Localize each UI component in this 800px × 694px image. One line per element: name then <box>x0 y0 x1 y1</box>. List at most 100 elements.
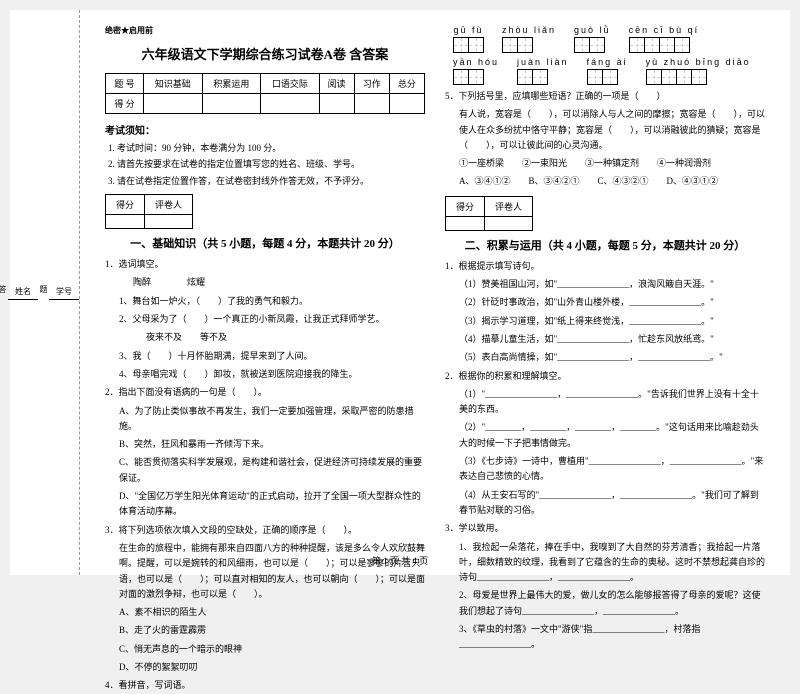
right-column: gū fù zhòu liǎn guò lǜ cēn cī bù qí yān hóu j… <box>435 25 775 550</box>
char-box[interactable] <box>468 37 484 53</box>
q5-opts: ①一座桥梁 ②一束阳光 ③一种镇定剂 ④一种润滑剂 <box>445 156 765 171</box>
s2q2-line: （3）《七步诗》一诗中，曹植用"________________，_______… <box>445 454 765 485</box>
pinyin-label: yù zhuó bīng diāo <box>646 57 751 67</box>
char-box[interactable] <box>468 69 484 85</box>
q3-text: 在生命的旅程中，能拥有那来自四面八方的种种提醒，该是多么令人欢欣鼓舞啊。提醒，可… <box>105 541 425 602</box>
page-footer: 第 1 页 共 4 页 <box>10 554 790 567</box>
eval-table: 得分评卷人 <box>445 196 533 231</box>
content-area: 绝密★启用前 六年级语文下学期综合练习试卷A卷 含答案 题 号 知识基础 积累运… <box>80 10 790 575</box>
s2q1-line: （2）针砭时事政治，如"山外青山楼外楼，________________。" <box>445 295 765 310</box>
q5-choices: A、③④①② B、③④②① C、④③②① D、④③①② <box>445 174 765 189</box>
char-box-group[interactable] <box>453 37 484 53</box>
s2q3-line: 2、母爱是世界上最伟大的爱，做儿女的怎么能够报答得了母亲的爱呢？这使我们想起了诗… <box>445 588 765 619</box>
score-header: 积累运用 <box>202 74 261 94</box>
s2q2-label: 2．根据你的积累和理解填空。 <box>445 369 765 384</box>
char-box[interactable] <box>574 37 590 53</box>
q5-text: 有人说，宽容是（ ），可以消除人与人之间的摩擦；宽容是（ ），可以使人在众多纷扰… <box>445 107 765 153</box>
q2-opt: A、为了防止类似事故不再发生，我们一定要加强管理，采取严密的防患措施。 <box>105 404 425 435</box>
char-box[interactable] <box>674 37 690 53</box>
notice-title: 考试须知： <box>105 122 425 137</box>
notice-list: 考试时间：90 分钟，本卷满分为 100 分。 请首先按要求在试卷的指定位置填写… <box>105 141 425 188</box>
seal-label: 题 <box>38 285 49 301</box>
q3-label: 3．将下列选项依次填入文段的空缺处，正确的顺序是（ ）。 <box>105 523 425 538</box>
pinyin-label: cēn cī bù qí <box>629 25 700 35</box>
q3-opt: B、走了火的雷霆霹雳 <box>105 623 425 638</box>
char-box-group[interactable] <box>574 37 611 53</box>
notice-item: 请首先按要求在试卷的指定位置填写您的姓名、班级、学号。 <box>117 157 425 171</box>
s2q1-line: （4）描摹儿童生活，如"________________，忙趁东风放纸鸢。" <box>445 332 765 347</box>
secret-label: 绝密★启用前 <box>105 25 425 36</box>
char-box[interactable] <box>644 37 660 53</box>
char-box[interactable] <box>602 69 618 85</box>
q2-label: 2．指出下面没有语病的一句是（ ）。 <box>105 385 425 400</box>
s2q3-label: 3．学以致用。 <box>445 521 765 536</box>
char-box[interactable] <box>646 69 662 85</box>
char-box-group[interactable] <box>587 69 628 85</box>
s2q1-line: （1）赞美祖国山河，如"________________，浪淘风簸自天涯。" <box>445 277 765 292</box>
pinyin-label: yān hóu <box>453 57 499 67</box>
q3-opt: C、悄无声息的一个暗示的眼神 <box>105 642 425 657</box>
seal-label: 答 <box>0 285 8 301</box>
q4-label: 4．看拼音，写词语。 <box>105 678 425 693</box>
q2-opt: D、"全国亿万学生阳光体育运动"的正式启动，拉开了全国一项大型群众性的体育活动序… <box>105 489 425 520</box>
char-box-group[interactable] <box>517 69 569 85</box>
char-box[interactable] <box>517 37 533 53</box>
s2q1-label: 1．根据提示填写诗句。 <box>445 259 765 274</box>
score-header: 阅读 <box>319 74 354 94</box>
char-box-group[interactable] <box>629 37 700 53</box>
s2q2-line: （2）"________，________，________，________。… <box>445 420 765 451</box>
q1-line: 夜来不及 等不及 <box>105 330 425 345</box>
pinyin-label: guò lǜ <box>574 25 611 35</box>
binding-field-name: 姓名 <box>8 286 38 300</box>
q1-line: 3、我（ ）十月怀胎期满，提早来到了人间。 <box>105 349 425 364</box>
char-box[interactable] <box>676 69 692 85</box>
binding-field-id: 学号 <box>49 286 79 300</box>
q1-line: 2、父母采为了（ ）一个真正的小新凤霞，让我正式拜师学艺。 <box>105 312 425 327</box>
score-header: 知识基础 <box>144 74 203 94</box>
q1-words: 陶醉 炫耀 <box>105 275 425 290</box>
notice-item: 考试时间：90 分钟，本卷满分为 100 分。 <box>117 141 425 155</box>
binding-margin: 学号 题 姓名 答 班级 内 学校 线 封 乡镇(街道) 密 <box>10 10 80 575</box>
score-header: 口语交际 <box>261 74 320 94</box>
q5-label: 5．下列括号里，应填哪些短语？正确的一项是（ ） <box>445 89 765 104</box>
q1-label: 1．选词填空。 <box>105 257 425 272</box>
s2q2-line: （1）"________________，________________。"告… <box>445 387 765 418</box>
q2-opt: B、突然，狂风和暴雨一齐倾泻下来。 <box>105 437 425 452</box>
eval-table: 得分评卷人 <box>105 194 193 229</box>
exam-title: 六年级语文下学期综合练习试卷A卷 含答案 <box>105 44 425 63</box>
char-box[interactable] <box>453 69 469 85</box>
char-box[interactable] <box>453 37 469 53</box>
char-box[interactable] <box>691 69 707 85</box>
pinyin-label: gū fù <box>453 25 484 35</box>
s2q1-line: （3）揭示学习道理，如"纸上得来终觉浅，________________。" <box>445 314 765 329</box>
pinyin-label: juàn liàn <box>517 57 569 67</box>
char-box[interactable] <box>589 37 605 53</box>
char-box[interactable] <box>659 37 675 53</box>
score-header: 总分 <box>389 74 424 94</box>
section2-title: 二、积累与运用（共 4 小题，每题 5 分，本题共计 20 分） <box>445 237 765 253</box>
q3-opt: D、不停的絮絮叨叨 <box>105 660 425 675</box>
score-header: 习作 <box>354 74 389 94</box>
pinyin-label: zhòu liǎn <box>502 25 556 35</box>
char-box[interactable] <box>587 69 603 85</box>
char-box[interactable] <box>661 69 677 85</box>
q1-line: 1、舞台如一炉火，（ ）了我的勇气和毅力。 <box>105 294 425 309</box>
score-header: 题 号 <box>106 74 144 94</box>
q3-opt: A、素不相识的陌生人 <box>105 605 425 620</box>
char-box[interactable] <box>629 37 645 53</box>
left-column: 绝密★启用前 六年级语文下学期综合练习试卷A卷 含答案 题 号 知识基础 积累运… <box>95 25 435 550</box>
char-box-group[interactable] <box>502 37 556 53</box>
pinyin-label: fáng ài <box>587 57 628 67</box>
s2q3-line: 3、《草虫的村落》一文中"游侠"指________________，村落指___… <box>445 622 765 653</box>
char-box-group[interactable] <box>646 69 751 85</box>
s2q2-line: （4）从王安石写的"________________，_____________… <box>445 488 765 519</box>
q1-line: 4、母亲唱完戏（ ）卸妆，就被送到医院迎接我的降生。 <box>105 367 425 382</box>
char-box[interactable] <box>517 69 533 85</box>
char-box-group[interactable] <box>453 69 499 85</box>
section1-title: 一、基础知识（共 5 小题，每题 4 分，本题共计 20 分） <box>105 235 425 251</box>
s2q1-line: （5）表白高尚情操，如"________________，___________… <box>445 350 765 365</box>
q2-opt: C、能否贯彻落实科学发展观，是构建和谐社会，促进经济可持续发展的重要保证。 <box>105 455 425 486</box>
char-box[interactable] <box>502 37 518 53</box>
exam-page: 学号 题 姓名 答 班级 内 学校 线 封 乡镇(街道) 密 绝密★启用前 六年… <box>10 10 790 575</box>
char-box[interactable] <box>532 69 548 85</box>
